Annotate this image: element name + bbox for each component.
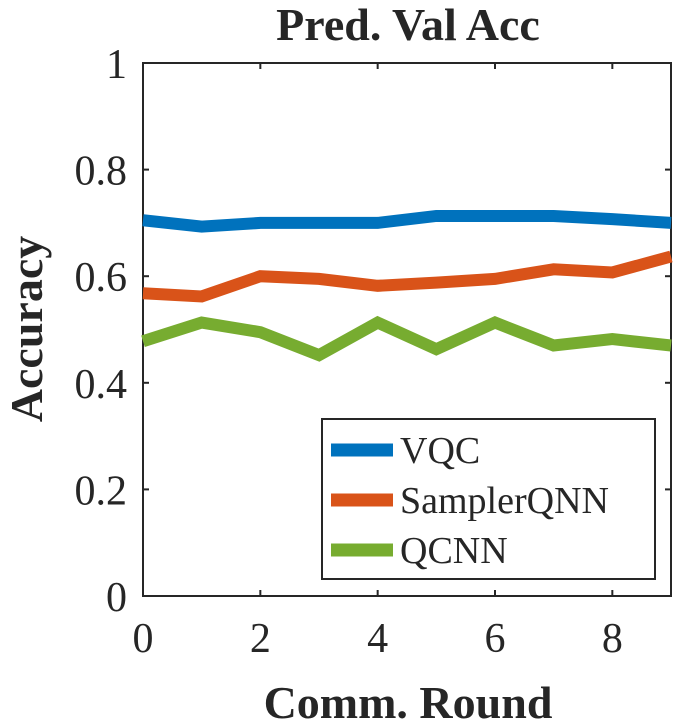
series-lines: [141, 209, 673, 362]
y-tick-label: 0.6: [75, 255, 128, 301]
legend: VQC SamplerQNN QCNN: [321, 418, 656, 580]
series-line-samplerqnn: [142, 250, 673, 303]
legend-label-samplerqnn: SamplerQNN: [400, 480, 609, 522]
x-tick-label: 0: [133, 616, 154, 662]
y-tick-label: 0: [106, 575, 127, 621]
x-tick-label: 2: [250, 616, 271, 662]
series-line-vqc: [142, 209, 672, 233]
x-tick-label: 6: [485, 616, 506, 662]
y-axis-label: Accuracy: [1, 236, 52, 422]
y-tick-label: 0.2: [75, 468, 128, 514]
x-axis-label: Comm. Round: [264, 677, 553, 724]
y-tick-label: 1: [106, 42, 127, 88]
legend-label-qcnn: QCNN: [400, 530, 508, 572]
series-line-qcnn: [141, 315, 672, 362]
x-tick-label: 4: [367, 616, 388, 662]
y-tick-label: 0.8: [75, 149, 128, 195]
x-tick-label: 8: [602, 616, 623, 662]
legend-label-vqc: VQC: [400, 430, 480, 472]
y-tick-label: 0.4: [75, 362, 128, 408]
axis-ticks: 0 2 4 6 8 0 0.2 0.4 0.6 0.8 1: [75, 42, 671, 662]
chart-title: Pred. Val Acc: [276, 0, 540, 50]
